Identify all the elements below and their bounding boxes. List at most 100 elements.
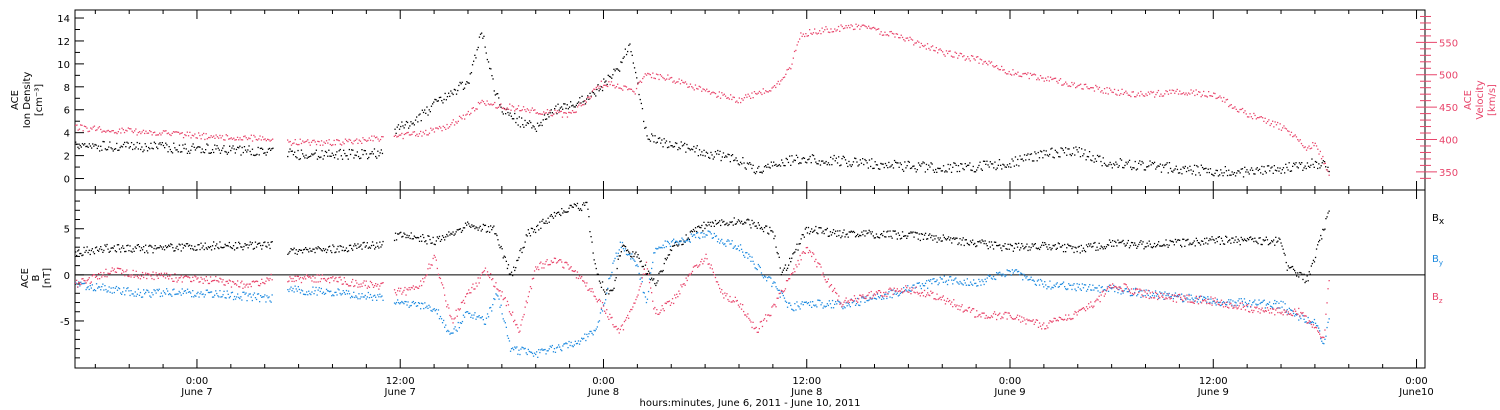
by-point (631, 253, 633, 255)
bx-point (668, 254, 671, 256)
by-point (1276, 301, 1278, 303)
bx-point (107, 248, 109, 250)
bx-point (865, 230, 867, 232)
velocity-point (1095, 84, 1097, 87)
bx-point (141, 249, 144, 251)
velocity-point (1205, 95, 1207, 97)
by-point (574, 340, 576, 342)
by-point (325, 288, 328, 290)
bz-point (183, 276, 185, 278)
by-point (1211, 302, 1213, 304)
velocity-point (1177, 93, 1180, 95)
velocity-point (397, 135, 399, 138)
bx-point (149, 244, 151, 246)
density-point (927, 168, 929, 171)
density-point (974, 171, 977, 173)
bx-point (849, 231, 851, 233)
velocity-point (938, 49, 940, 51)
by-point (156, 288, 158, 291)
by-point (336, 294, 338, 296)
velocity-point (495, 107, 497, 109)
field-tick-label: 0 (64, 271, 70, 282)
bx-point (589, 231, 591, 233)
velocity-point (782, 77, 784, 79)
density-point (174, 147, 176, 149)
by-point (1314, 322, 1317, 324)
density-point (524, 119, 526, 122)
velocity-point (479, 103, 481, 105)
density-point (231, 147, 233, 149)
bx-point (835, 230, 837, 232)
velocity-point (770, 90, 772, 92)
by-point (1078, 283, 1080, 286)
by-point (1261, 301, 1263, 303)
by-point (703, 232, 705, 235)
velocity-point (837, 25, 840, 28)
velocity-point (1181, 93, 1183, 95)
velocity-point (162, 130, 165, 132)
by-point (357, 298, 359, 300)
density-point (105, 149, 108, 151)
bx-point (407, 236, 409, 239)
density-point (1265, 172, 1267, 174)
density-point (1047, 155, 1050, 157)
bx-point (118, 248, 121, 250)
density-point (619, 70, 621, 72)
bz-point (379, 285, 381, 287)
density-point (401, 121, 403, 123)
by-point (1210, 298, 1212, 300)
velocity-point (519, 110, 521, 112)
velocity-point (411, 133, 413, 135)
by-point (1122, 292, 1124, 294)
velocity-point (228, 138, 230, 140)
by-point (1082, 287, 1085, 289)
bx-point (1087, 246, 1089, 248)
bx-point (501, 248, 503, 250)
bz-point (263, 282, 265, 284)
bx-point (591, 241, 593, 243)
velocity-point (965, 58, 968, 60)
by-point (1127, 291, 1129, 293)
bx-point (583, 202, 585, 204)
by-point (342, 290, 344, 292)
bx-point (1299, 271, 1301, 274)
bx-point (112, 247, 114, 249)
velocity-point (1166, 90, 1168, 93)
velocity-point (1327, 170, 1329, 172)
bx-point (1290, 266, 1293, 268)
bz-point (469, 292, 471, 294)
by-point (123, 287, 125, 289)
velocity-point (499, 105, 501, 107)
by-point (326, 290, 329, 292)
by-point (1307, 316, 1309, 319)
bx-point (505, 260, 507, 262)
velocity-point (955, 52, 958, 54)
bx-point (205, 247, 207, 249)
bx-point (900, 237, 903, 239)
bx-point (451, 233, 453, 235)
bz-point (344, 281, 346, 283)
by-point (166, 288, 168, 290)
bx-point (934, 238, 936, 240)
by-point (1128, 289, 1131, 291)
by-point (181, 288, 183, 290)
bx-point (894, 230, 896, 232)
by-point (436, 313, 438, 315)
bx-point (594, 263, 596, 265)
bx-point (676, 244, 678, 246)
by-point (1145, 289, 1147, 291)
velocity-point (677, 81, 679, 83)
bx-point (377, 245, 379, 247)
by-point (499, 306, 501, 308)
density-point (395, 132, 397, 134)
velocity-point (642, 77, 644, 80)
by-point (196, 292, 198, 295)
velocity-point (648, 73, 650, 75)
velocity-point (703, 88, 705, 91)
bx-point (1324, 228, 1326, 230)
bx-point (928, 234, 930, 236)
bz-point (227, 282, 229, 284)
bx-point (655, 284, 657, 287)
bx-point (189, 244, 191, 246)
bz-point (104, 275, 106, 278)
